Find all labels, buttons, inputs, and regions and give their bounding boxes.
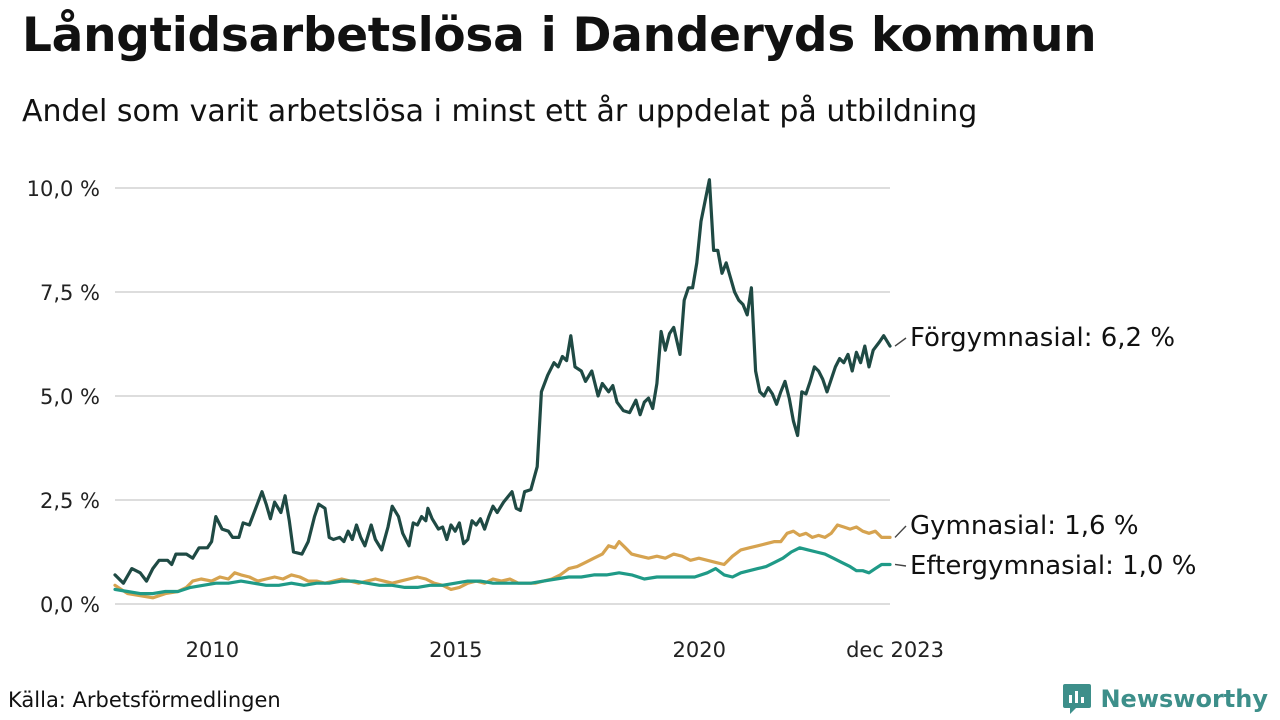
chart-title: Långtidsarbetslösa i Danderyds kommun xyxy=(22,8,1097,63)
grid-lines xyxy=(115,187,890,605)
source-note: Källa: Arbetsförmedlingen xyxy=(8,688,281,712)
label-connector xyxy=(894,337,907,347)
label-connector xyxy=(894,525,907,538)
y-tick-label: 2,5 % xyxy=(40,489,100,513)
y-tick-label: 10,0 % xyxy=(27,177,100,201)
x-axis-ticks: 2010 2015 2020 dec 2023 xyxy=(186,638,944,662)
brand-name: Newsworthy xyxy=(1100,685,1268,713)
label-connector xyxy=(894,563,907,567)
newsworthy-logo-icon xyxy=(1063,684,1092,714)
series-end-labels: Förgymnasial: 6,2 % Gymnasial: 1,6 % Efter… xyxy=(894,323,1196,581)
newsworthy-brand[interactable]: Newsworthy xyxy=(1062,682,1268,716)
y-axis-ticks: 0,0 % 2,5 % 5,0 % 7,5 % 10,0 % xyxy=(27,177,100,617)
series-line-eftergymnasial xyxy=(113,546,892,596)
series-end-label: Eftergymnasial: 1,0 % xyxy=(910,551,1196,581)
series-lines xyxy=(113,178,892,600)
x-tick-label: 2010 xyxy=(186,638,239,662)
x-tick-label: 2015 xyxy=(429,638,482,662)
chart-subtitle: Andel som varit arbetslösa i minst ett å… xyxy=(22,94,978,129)
y-tick-label: 0,0 % xyxy=(40,593,100,617)
series-end-label: Förgymnasial: 6,2 % xyxy=(910,323,1175,353)
x-tick-label: 2020 xyxy=(673,638,726,662)
y-tick-label: 7,5 % xyxy=(40,281,100,305)
series-end-label: Gymnasial: 1,6 % xyxy=(910,511,1139,541)
series-line-förgymnasial xyxy=(113,178,892,585)
y-tick-label: 5,0 % xyxy=(40,385,100,409)
x-tick-label: dec 2023 xyxy=(846,638,944,662)
